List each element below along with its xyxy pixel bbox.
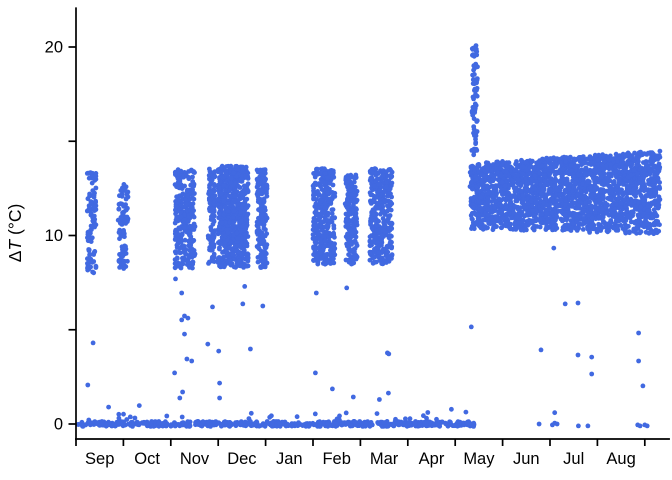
y-axis-title-units: (°C) bbox=[5, 204, 25, 240]
axes: 0 10 20 Sep Oct Nov Dec Jan Feb Mar Apr May Jun Jul Au… bbox=[45, 7, 670, 468]
x-tick-label: Jul bbox=[563, 450, 584, 468]
x-tick-label: Oct bbox=[134, 450, 160, 468]
x-tick-label: Apr bbox=[419, 450, 445, 468]
x-tick-label: Jun bbox=[513, 450, 540, 468]
y-tick-label: 10 bbox=[45, 227, 63, 245]
y-axis-title: ΔT (°C) bbox=[5, 204, 25, 263]
y-tick-label: 20 bbox=[45, 39, 63, 57]
x-tick-label: Aug bbox=[606, 450, 635, 468]
x-tick-label: May bbox=[463, 450, 495, 468]
x-tick-label: Nov bbox=[180, 450, 210, 468]
x-tick-label: Jan bbox=[276, 450, 303, 468]
x-tick-label: Mar bbox=[370, 450, 399, 468]
scatter-points bbox=[75, 43, 663, 429]
y-axis-title-symbol: T bbox=[5, 239, 25, 251]
x-tick-label: Feb bbox=[322, 450, 350, 468]
y-tick-label: 0 bbox=[54, 416, 63, 434]
y-axis-title-delta: Δ bbox=[5, 250, 25, 262]
x-tick-label: Dec bbox=[227, 450, 256, 468]
x-tick-label: Sep bbox=[85, 450, 114, 468]
